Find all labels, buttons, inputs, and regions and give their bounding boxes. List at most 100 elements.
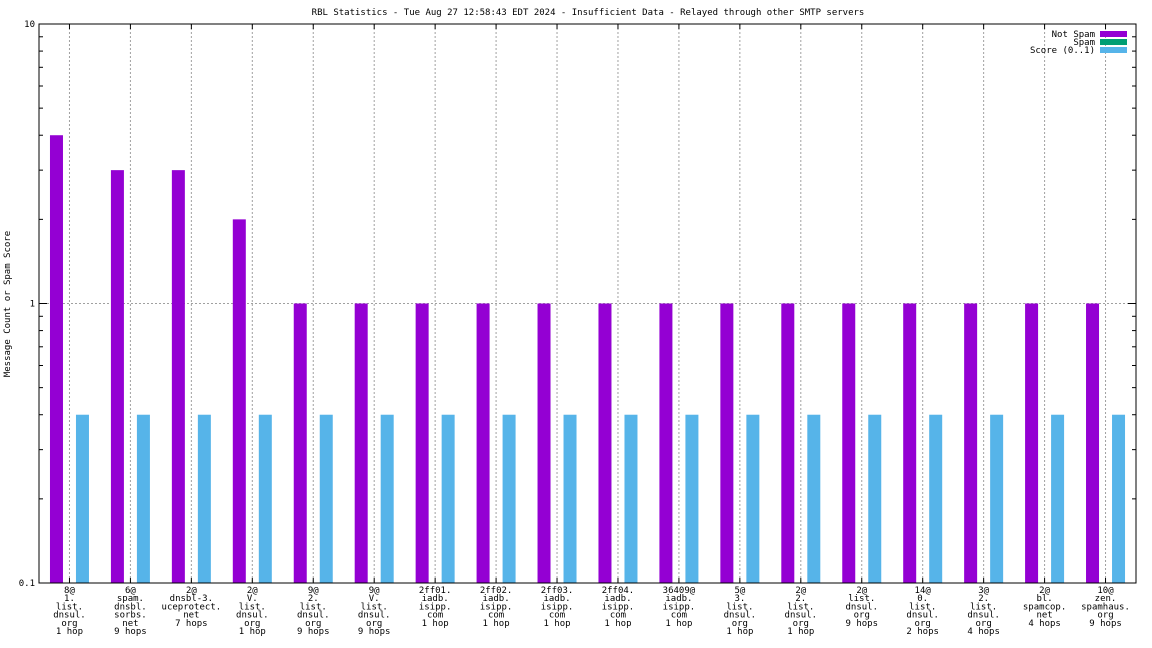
x-tick-label-line: dnsul. (967, 611, 1000, 621)
x-tick-label-line: list. (787, 602, 814, 612)
x-tick-label-line: 9@ (369, 586, 380, 596)
bar-not-spam (781, 303, 795, 583)
x-tick-label-line: list. (56, 602, 83, 612)
bar-score-0-1 (136, 414, 150, 583)
x-tick-label: 9@ 2. list. dnsul. org 9 hops (297, 586, 330, 637)
x-tick-label-line: net (183, 611, 199, 621)
x-tick-label: 2ff03. iadb. isipp. com 1 hop (541, 586, 574, 629)
y-tick-label: 1 (30, 300, 35, 310)
x-tick-label: 9@ V. list. dnsul. org 9 hops (358, 586, 391, 637)
x-tick-label-line: 1 hop (56, 627, 83, 637)
legend-label: Score (0..1) (1030, 46, 1095, 56)
bar-score-0-1 (624, 414, 638, 583)
bar-score-0-1 (746, 414, 760, 583)
x-tick-label-line: 14@ (915, 586, 932, 596)
y-tick-labels: 10 1 0.1 (19, 20, 35, 589)
x-tick-label-line: 2@ (1039, 586, 1050, 596)
y-tick-label: 0.1 (19, 579, 35, 589)
x-tick-label-line: 4 hops (1028, 619, 1061, 629)
x-tick-label-line: bl. (1036, 594, 1052, 604)
x-tick-label-line: uceprotect. (162, 602, 222, 612)
x-tick-label-line: spamcop. (1023, 602, 1066, 612)
bar-score-0-1 (1051, 414, 1065, 583)
chart-title: RBL Statistics - Tue Aug 27 12:58:43 EDT… (312, 8, 865, 18)
x-tick-label-line: 2. (795, 594, 806, 604)
bar-score-0-1 (563, 414, 577, 583)
legend-swatch (1100, 47, 1127, 53)
legend-swatch (1100, 31, 1127, 37)
x-tick-label: 14@ 0. list. dnsul. org 2 hops (906, 586, 939, 637)
x-tick-label-line: 1 hop (422, 619, 449, 629)
x-tick-label: 2@ dnsbl-3. uceprotect. net 7 hops (162, 586, 222, 629)
bar-score-0-1 (929, 414, 943, 583)
x-tick-label-line: 2@ (247, 586, 258, 596)
x-tick-label-line: list. (848, 594, 875, 604)
bar-not-spam (964, 303, 978, 583)
x-tick-label-line: com (671, 611, 687, 621)
bar-not-spam (720, 303, 734, 583)
bar-score-0-1 (197, 414, 211, 583)
x-tick-label: 10@ zen. spamhaus. org 9 hops (1081, 586, 1130, 629)
x-tick-label-line: 10@ (1097, 586, 1114, 596)
x-tick-label-line: iadb. (483, 594, 510, 604)
x-tick-label-line: 9 hops (297, 627, 330, 637)
x-tick-label: 5@ 3. list. dnsul. org 1 hop (724, 586, 757, 637)
x-tick-label-line: 1. (64, 594, 75, 604)
bar-not-spam (232, 219, 246, 583)
x-tick-label-line: 9@ (308, 586, 319, 596)
bar-not-spam (1086, 303, 1100, 583)
x-tick-label-line: 2@ (795, 586, 806, 596)
axes (38, 23, 1137, 584)
x-tick-label-line: 7 hops (175, 619, 208, 629)
x-tick-label-line: 2ff01. (419, 586, 452, 596)
bar-not-spam (842, 303, 856, 583)
x-tick-label-line: 1 hop (543, 619, 570, 629)
x-tick-label-line: 3. (734, 594, 745, 604)
x-tick-label-line: org (1097, 611, 1113, 621)
x-tick-label-line: org (61, 619, 77, 629)
bar-score-0-1 (380, 414, 394, 583)
x-tick-label-line: 2ff02. (480, 586, 513, 596)
x-tick-label-line: iadb. (604, 594, 631, 604)
x-tick-label: 2@ bl. spamcop. net 4 hops (1023, 586, 1066, 629)
bar-not-spam (171, 170, 185, 584)
x-tick-label-line: list. (239, 602, 266, 612)
x-tick-label: 6@ spam. dnsbl. sorbs. net 9 hops (114, 586, 147, 637)
bar-score-0-1 (807, 414, 821, 583)
x-tick-label-line: V. (369, 594, 380, 604)
x-tick-label-line: 0. (917, 594, 928, 604)
x-tick-label-line: org (915, 619, 931, 629)
x-tick-label-line: 3@ (978, 586, 989, 596)
x-tick-label: 2@ 2. list. dnsul. org 1 hop (785, 586, 818, 637)
x-tick-label-line: 36409@ (663, 586, 696, 596)
x-tick-label: 2@ list. dnsul. org 9 hops (845, 586, 878, 629)
x-tick-label-line: org (793, 619, 809, 629)
x-tick-label-line: V. (247, 594, 258, 604)
x-tick-label-line: spam. (117, 594, 144, 604)
x-tick-label-line: zen. (1095, 594, 1117, 604)
x-tick-label-line: 6@ (125, 586, 136, 596)
bar-not-spam (537, 303, 551, 583)
x-tick-label-line: 9 hops (1089, 619, 1122, 629)
x-tick-label-line: 1 hop (787, 627, 814, 637)
x-tick-label-line: isipp. (602, 602, 635, 612)
bar-not-spam (659, 303, 673, 583)
x-tick-label: 2ff02. iadb. isipp. com 1 hop (480, 586, 513, 629)
x-tick-label-line: org (732, 619, 748, 629)
grid-lines (39, 24, 1136, 583)
x-tick-label-line: 9 hops (358, 627, 391, 637)
bars (49, 135, 1126, 584)
y-tick-label: 10 (24, 20, 35, 30)
x-tick-label-line: 2@ (186, 586, 197, 596)
x-tick-label-line: dnsul. (785, 611, 818, 621)
x-tick-label: 36409@ iadb. isipp. com 1 hop (663, 586, 696, 629)
x-tick-label: 2@ V. list. dnsul. org 1 hop (236, 586, 269, 637)
bar-score-0-1 (868, 414, 882, 583)
x-tick-label-line: 2. (308, 594, 319, 604)
x-tick-label-line: list. (909, 602, 936, 612)
x-tick-label-line: 1 hop (604, 619, 631, 629)
x-tick-label-line: isipp. (541, 602, 574, 612)
bar-score-0-1 (258, 414, 272, 583)
x-tick-label-line: isipp. (663, 602, 696, 612)
bar-not-spam (354, 303, 368, 583)
